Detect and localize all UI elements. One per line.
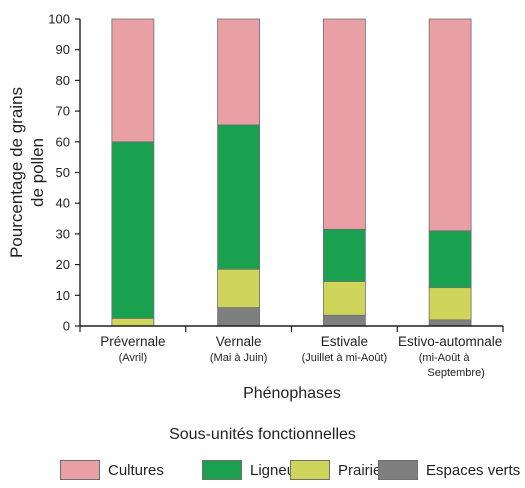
x-tick-sublabel-estivale: (Juillet à mi-Août) (302, 352, 388, 364)
bar-segment-estivale-ligneux (322, 228, 366, 282)
x-tick-label-estivo-automnale: Estivo-automnale (398, 334, 502, 349)
y-tick-label-90: 90 (56, 42, 70, 57)
legend-label-cultures: Cultures (108, 461, 164, 479)
x-tick-label-estivale: Estivale (321, 334, 368, 349)
y-tick-label-30: 30 (56, 226, 70, 241)
y-tick-label-100: 100 (48, 12, 70, 27)
legend-swatch-prairies (290, 460, 330, 480)
x-tick-sublabel-estivo-automnale-1: Septembre) (427, 367, 484, 379)
bar-segment-estivale-espaces-verts (322, 314, 366, 327)
bar-segment-prevernale-cultures (111, 18, 155, 143)
legend-item-cultures: Cultures (60, 460, 164, 480)
bar-segment-prevernale-ligneux (111, 141, 155, 319)
bar-segment-vernale-ligneux (217, 124, 261, 270)
bar-segment-prevernale-prairies (111, 317, 155, 327)
y-axis-title-line-1: Pourcentage de grains (7, 87, 26, 258)
y-tick-label-60: 60 (56, 134, 70, 149)
bar-segment-estivale-cultures (322, 18, 366, 230)
x-tick-label-prevernale: Prévernale (100, 334, 165, 349)
legend-label-prairies: Prairies (338, 461, 389, 479)
y-tick-label-80: 80 (56, 73, 70, 88)
bar-segment-vernale-prairies (217, 268, 261, 308)
legend-label-espaces-verts: Espaces verts (426, 461, 521, 479)
y-tick-label-20: 20 (56, 257, 70, 272)
x-axis-ticks: Prévernale (Avril) Vernale (Mai à Juin) Esti… (79, 326, 504, 379)
legend-swatch-espaces-verts (378, 460, 418, 480)
bar-segment-vernale-espaces-verts (217, 307, 261, 327)
y-tick-label-70: 70 (56, 104, 70, 119)
bar-segment-estivo-automnale-cultures (428, 18, 472, 232)
bar-segment-vernale-cultures (217, 18, 261, 126)
legend-item-prairies: Prairies (290, 460, 389, 480)
bars (111, 18, 472, 327)
bar-segment-estivo-automnale-espaces-verts (428, 319, 472, 327)
x-tick-sublabel-prevernale: (Avril) (119, 352, 148, 364)
bar-segment-estivale-prairies (322, 281, 366, 316)
bar-segment-estivo-automnale-prairies (428, 287, 472, 321)
legend-item-espaces-verts: Espaces verts (378, 460, 520, 480)
y-axis-ticks: 0 10 20 30 40 50 60 70 80 90 100 (48, 12, 80, 334)
y-tick-label-10: 10 (56, 288, 70, 303)
y-axis-title: Pourcentage de grains de pollen (7, 87, 47, 258)
x-tick-label-vernale: Vernale (216, 334, 262, 349)
legend-swatch-ligneux (202, 460, 242, 480)
x-tick-sublabel-vernale: (Mai à Juin) (210, 352, 267, 364)
legend-title: Sous-unités fonctionnelles (169, 426, 356, 443)
bar-segment-estivo-automnale-ligneux (428, 230, 472, 289)
x-tick-sublabel-estivo-automnale: (mi-Août à (419, 352, 471, 364)
legend-item-ligneux: Ligneux (202, 460, 303, 480)
y-tick-label-0: 0 (63, 319, 70, 334)
legend-swatch-cultures (60, 460, 100, 480)
y-axis-title-line-2: de pollen (28, 138, 47, 207)
legend-label-ligneux: Ligneux (250, 461, 303, 479)
x-axis-title: Phénophases (243, 385, 341, 402)
y-tick-label-40: 40 (56, 196, 70, 211)
stacked-bar-chart: Pourcentage de grains de pollen 0 10 20 30 40… (7, 12, 504, 402)
y-tick-label-50: 50 (56, 165, 70, 180)
